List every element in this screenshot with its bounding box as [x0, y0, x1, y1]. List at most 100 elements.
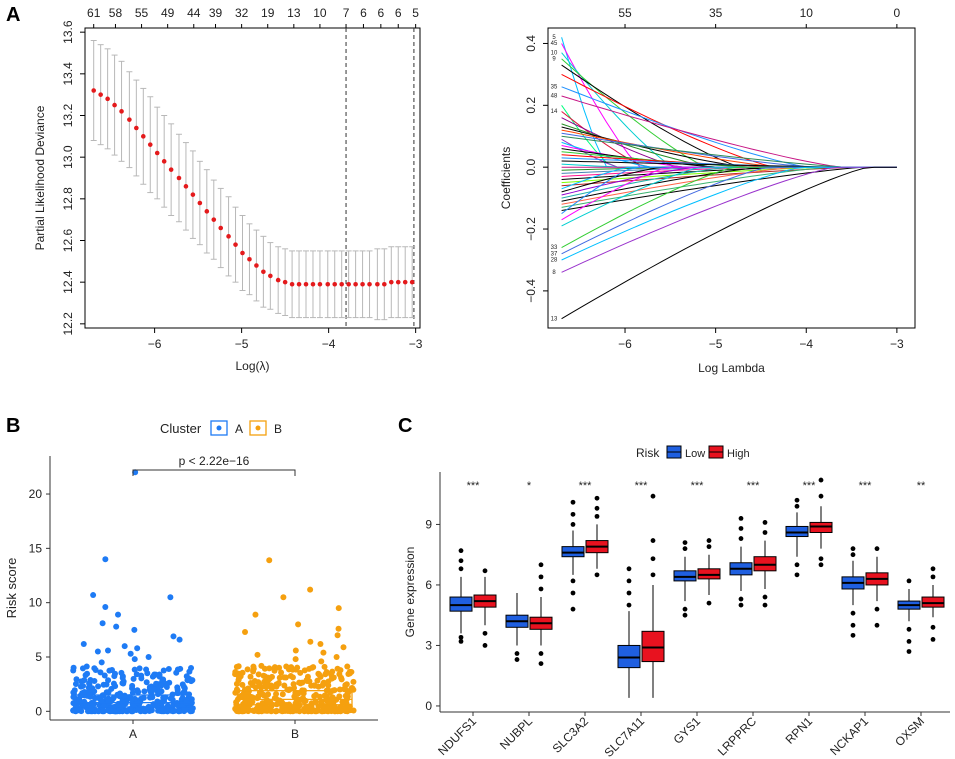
- deviance-point: [161, 159, 167, 164]
- deviance-point: [395, 279, 401, 285]
- legend-key: [210, 420, 228, 436]
- expr-outlier: [906, 626, 912, 632]
- expr-box: [673, 570, 697, 582]
- deviance-point: [211, 217, 217, 222]
- risk-point: [255, 671, 262, 678]
- risk-point: [263, 682, 270, 689]
- coef-path: [561, 64, 897, 168]
- risk-point: [336, 693, 343, 700]
- gene-label: GYS1: [671, 714, 704, 747]
- coef-side-label: 10: [551, 50, 558, 56]
- expr-outlier: [850, 610, 856, 616]
- significance-label: **: [917, 480, 926, 492]
- lasso-cv-chart: −6 −5 −4 −3 12.2 12.4 12.6 12.8 13.0 13.2 13.4 13.6…: [33, 6, 423, 373]
- risk-point: [284, 707, 291, 714]
- risk-point: [319, 703, 326, 710]
- risk-point: [292, 666, 299, 673]
- expr-box: [641, 630, 665, 663]
- risk-point: [340, 644, 347, 651]
- risk-point: [131, 656, 138, 663]
- legend-key-dot: [255, 425, 261, 431]
- risk-point: [276, 674, 283, 681]
- risk-point: [84, 670, 91, 677]
- expr-outlier: [682, 540, 688, 545]
- deviance-point: [233, 242, 238, 247]
- legend-label: Low: [685, 448, 705, 460]
- risk-point: [134, 645, 141, 652]
- deviance-point: [353, 281, 358, 287]
- expr-outlier: [762, 594, 768, 600]
- risk-point: [266, 675, 273, 682]
- significance-label: ***: [803, 480, 817, 492]
- expr-outlier: [706, 600, 712, 606]
- risk-point: [281, 682, 288, 689]
- gene-label: NUBPL: [497, 714, 535, 752]
- risk-point: [338, 674, 345, 681]
- expr-box: [697, 568, 721, 580]
- coef-side-label: 8: [552, 270, 556, 276]
- risk-point: [320, 649, 327, 656]
- expr-outlier: [850, 622, 856, 628]
- expr-outlier: [538, 651, 544, 656]
- deviance-point: [317, 281, 323, 287]
- top-tick-label: 35: [709, 6, 723, 20]
- deviance-point: [310, 281, 316, 287]
- y-tick-label: 12.4: [61, 270, 75, 294]
- risk-point: [167, 594, 174, 601]
- expr-outlier: [626, 590, 632, 596]
- expr-outlier: [850, 552, 856, 558]
- risk-point: [112, 683, 119, 690]
- risk-point: [243, 694, 250, 701]
- expr-outlier: [930, 566, 936, 572]
- risk-point: [100, 703, 107, 710]
- risk-point: [97, 669, 104, 676]
- risk-point: [343, 707, 350, 714]
- risk-point: [232, 705, 239, 712]
- risk-point: [335, 625, 342, 632]
- top-tick-label: 13: [287, 6, 301, 20]
- deviance-point: [388, 279, 394, 285]
- expr-outlier: [850, 632, 856, 638]
- risk-point: [249, 682, 256, 689]
- expr-outlier: [482, 643, 488, 648]
- risk-point: [130, 675, 137, 682]
- lasso-coef-chart: −6 −5 −4 −3−0.4−0.20.00.20.455 35 10 054510935…: [499, 6, 916, 375]
- risk-point: [99, 620, 106, 627]
- risk-point: [271, 665, 278, 672]
- expr-outlier: [794, 503, 800, 509]
- gene-label: SLC7A11: [602, 714, 648, 759]
- legend-label: B: [274, 422, 282, 436]
- top-tick-label: 58: [109, 6, 123, 20]
- top-tick-label: 32: [235, 6, 249, 20]
- significance-label: ***: [747, 480, 761, 492]
- pvalue-label: p < 2.22e−16: [179, 454, 250, 468]
- risk-point: [273, 683, 280, 690]
- risk-point: [307, 638, 314, 645]
- risk-point: [127, 706, 134, 713]
- risk-point: [80, 682, 87, 689]
- risk-point: [240, 706, 247, 713]
- risk-point: [321, 663, 328, 670]
- risk-point: [333, 653, 340, 660]
- y-tick-label: −0.4: [524, 279, 538, 303]
- risk-point: [141, 688, 148, 695]
- risk-point: [105, 689, 112, 696]
- coef-path: [561, 166, 897, 202]
- risk-point: [176, 636, 183, 643]
- risk-point: [335, 605, 342, 612]
- risk-point: [350, 678, 357, 685]
- pvalue-bracket: [132, 469, 296, 476]
- risk-point: [166, 679, 173, 686]
- risk-point: [312, 691, 319, 698]
- top-tick-label: 39: [209, 6, 223, 20]
- risk-point: [72, 681, 79, 688]
- expr-outlier: [570, 590, 576, 596]
- expr-outlier: [538, 661, 544, 666]
- risk-point: [176, 708, 183, 715]
- significance-label: ***: [467, 480, 481, 492]
- coef-side-label: 45: [551, 41, 558, 47]
- risk-point: [91, 678, 98, 685]
- risk-point: [235, 677, 242, 684]
- y-tick-label: 0.4: [524, 35, 538, 52]
- risk-point: [235, 663, 242, 670]
